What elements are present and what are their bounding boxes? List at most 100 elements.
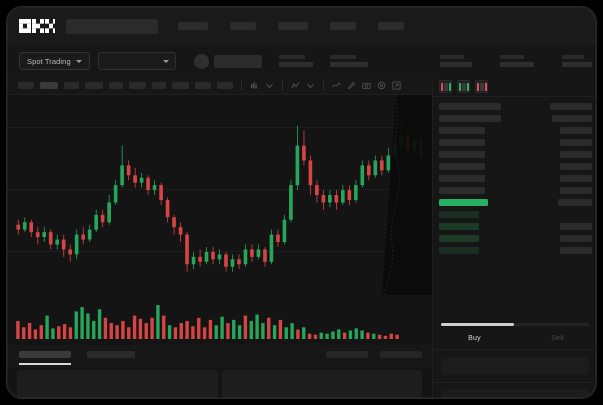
orderbook-mid-price[interactable] [439, 199, 592, 208]
ticker-stat-5 [561, 55, 592, 67]
orderbook-price [439, 151, 485, 158]
chart-dark-overlay [382, 95, 432, 295]
orderbook-amount [550, 103, 592, 110]
orderbook-amount [552, 115, 592, 122]
tab-buy[interactable]: Buy [468, 334, 481, 342]
timeframe-chip-4[interactable] [109, 82, 123, 89]
orderbook-price [439, 247, 479, 254]
orderbook-display-modes [433, 77, 596, 97]
orderbook-ask-row[interactable] [439, 127, 592, 136]
orderbook-ask-row[interactable] [439, 139, 592, 148]
chevron-down-icon[interactable] [306, 81, 315, 90]
orderbook-rows[interactable] [433, 97, 596, 254]
line-style-icon[interactable] [332, 81, 341, 90]
bottom-tab-bar [7, 345, 432, 367]
orderbook-bid-row[interactable] [439, 211, 592, 220]
settings-gear-icon[interactable] [377, 81, 386, 90]
nav-item-4[interactable] [330, 22, 356, 30]
orderbook-price [439, 163, 485, 170]
orderbook-ask-row[interactable] [439, 187, 592, 196]
ticker-stat-3 [439, 55, 472, 67]
ticker-stat-value [561, 62, 592, 67]
orderbook-amount [560, 235, 592, 242]
chart-gridline [7, 189, 432, 190]
timeframe-chip-7[interactable] [172, 82, 189, 89]
market-type-selector[interactable]: Spot Trading [19, 52, 90, 70]
nav-item-1[interactable] [178, 22, 208, 30]
timeframe-chip-1[interactable] [40, 82, 58, 89]
orderbook-ask-row[interactable] [439, 151, 592, 160]
orderbook-amount [560, 151, 592, 158]
timeframe-chip-3[interactable] [85, 82, 103, 89]
ticker-stat-1 [278, 55, 313, 67]
indicator-icon[interactable] [291, 81, 300, 90]
bottom-tab-active[interactable] [19, 351, 71, 358]
price-chart[interactable] [7, 95, 432, 295]
orderbook-scrollbar[interactable] [441, 323, 589, 326]
order-amount-input[interactable] [441, 357, 589, 375]
orderbook-price [439, 199, 488, 206]
timeframe-chip-8[interactable] [195, 82, 211, 89]
order-form [433, 349, 596, 398]
bottom-tab-active-indicator [19, 363, 71, 365]
timeframe-chip-5[interactable] [129, 82, 146, 89]
orderbook-price [439, 235, 479, 242]
orderbook-price [439, 103, 501, 110]
market-type-label: Spot Trading [27, 56, 71, 66]
orderbook-header[interactable] [439, 103, 592, 112]
orderbook-amount [560, 163, 592, 170]
tab-sell[interactable]: Sell [551, 334, 564, 342]
trading-pair-selector[interactable] [97, 52, 176, 70]
timeframe-chip-2[interactable] [64, 82, 79, 89]
timeframe-chip-6[interactable] [152, 82, 166, 89]
orderbook-price [439, 211, 479, 218]
orderbook-ask-row[interactable] [439, 175, 592, 184]
orderbook-ask-row[interactable] [439, 163, 592, 172]
chevron-down-icon[interactable] [265, 81, 274, 90]
orderbook-mode-both-icon[interactable] [439, 80, 452, 93]
orderbook-mode-sell-icon[interactable] [475, 80, 488, 93]
ticker-stat-label [329, 55, 356, 59]
chevron-down-icon [75, 59, 82, 63]
last-price-value [213, 54, 262, 68]
top-navigation-bar [7, 7, 596, 45]
bottom-panel-row [7, 370, 432, 398]
timeframe-chip-0[interactable] [18, 82, 34, 89]
bottom-action-1[interactable] [326, 351, 368, 358]
orderbook-bid-row[interactable] [439, 247, 592, 256]
bottom-tab-2[interactable] [87, 351, 135, 358]
pencil-icon[interactable] [347, 81, 356, 90]
nav-item-2[interactable] [230, 22, 256, 30]
orderbook-ask-row[interactable] [439, 115, 592, 124]
orderbook-bid-row[interactable] [439, 235, 592, 244]
orderbook-amount [560, 127, 592, 134]
candlestick-series [16, 120, 423, 272]
orderbook-amount [560, 223, 592, 230]
ticker-stat-2 [329, 55, 368, 67]
bottom-panel-2[interactable] [221, 370, 422, 398]
bottom-action-2[interactable] [380, 351, 422, 358]
okx-logo[interactable] [19, 19, 55, 33]
ticker-stat-label [561, 55, 584, 59]
toolbar-separator [241, 81, 242, 90]
nav-item-5[interactable] [378, 22, 404, 30]
fullscreen-icon[interactable] [392, 81, 401, 90]
ticker-stat-4 [499, 55, 534, 67]
orderbook-price [439, 127, 485, 134]
bottom-panel-1[interactable] [17, 370, 218, 398]
orderbook-bid-row[interactable] [439, 223, 592, 232]
candlestick-chart-icon[interactable] [250, 81, 259, 90]
orderbook-mode-buy-icon[interactable] [457, 80, 470, 93]
orderbook-price [439, 223, 479, 230]
chart-toolbar [7, 77, 432, 95]
order-total-input[interactable] [441, 389, 589, 398]
orderbook-scrollbar-thumb[interactable] [441, 323, 514, 326]
camera-icon[interactable] [362, 81, 371, 90]
ticker-stat-label [278, 55, 305, 59]
volume-series [16, 305, 399, 339]
timeframe-chip-9[interactable] [217, 82, 233, 89]
nav-item-3[interactable] [278, 22, 308, 30]
ticker-stat-value [439, 62, 472, 67]
orderbook-amount [560, 175, 592, 182]
global-search-input[interactable] [66, 18, 158, 34]
